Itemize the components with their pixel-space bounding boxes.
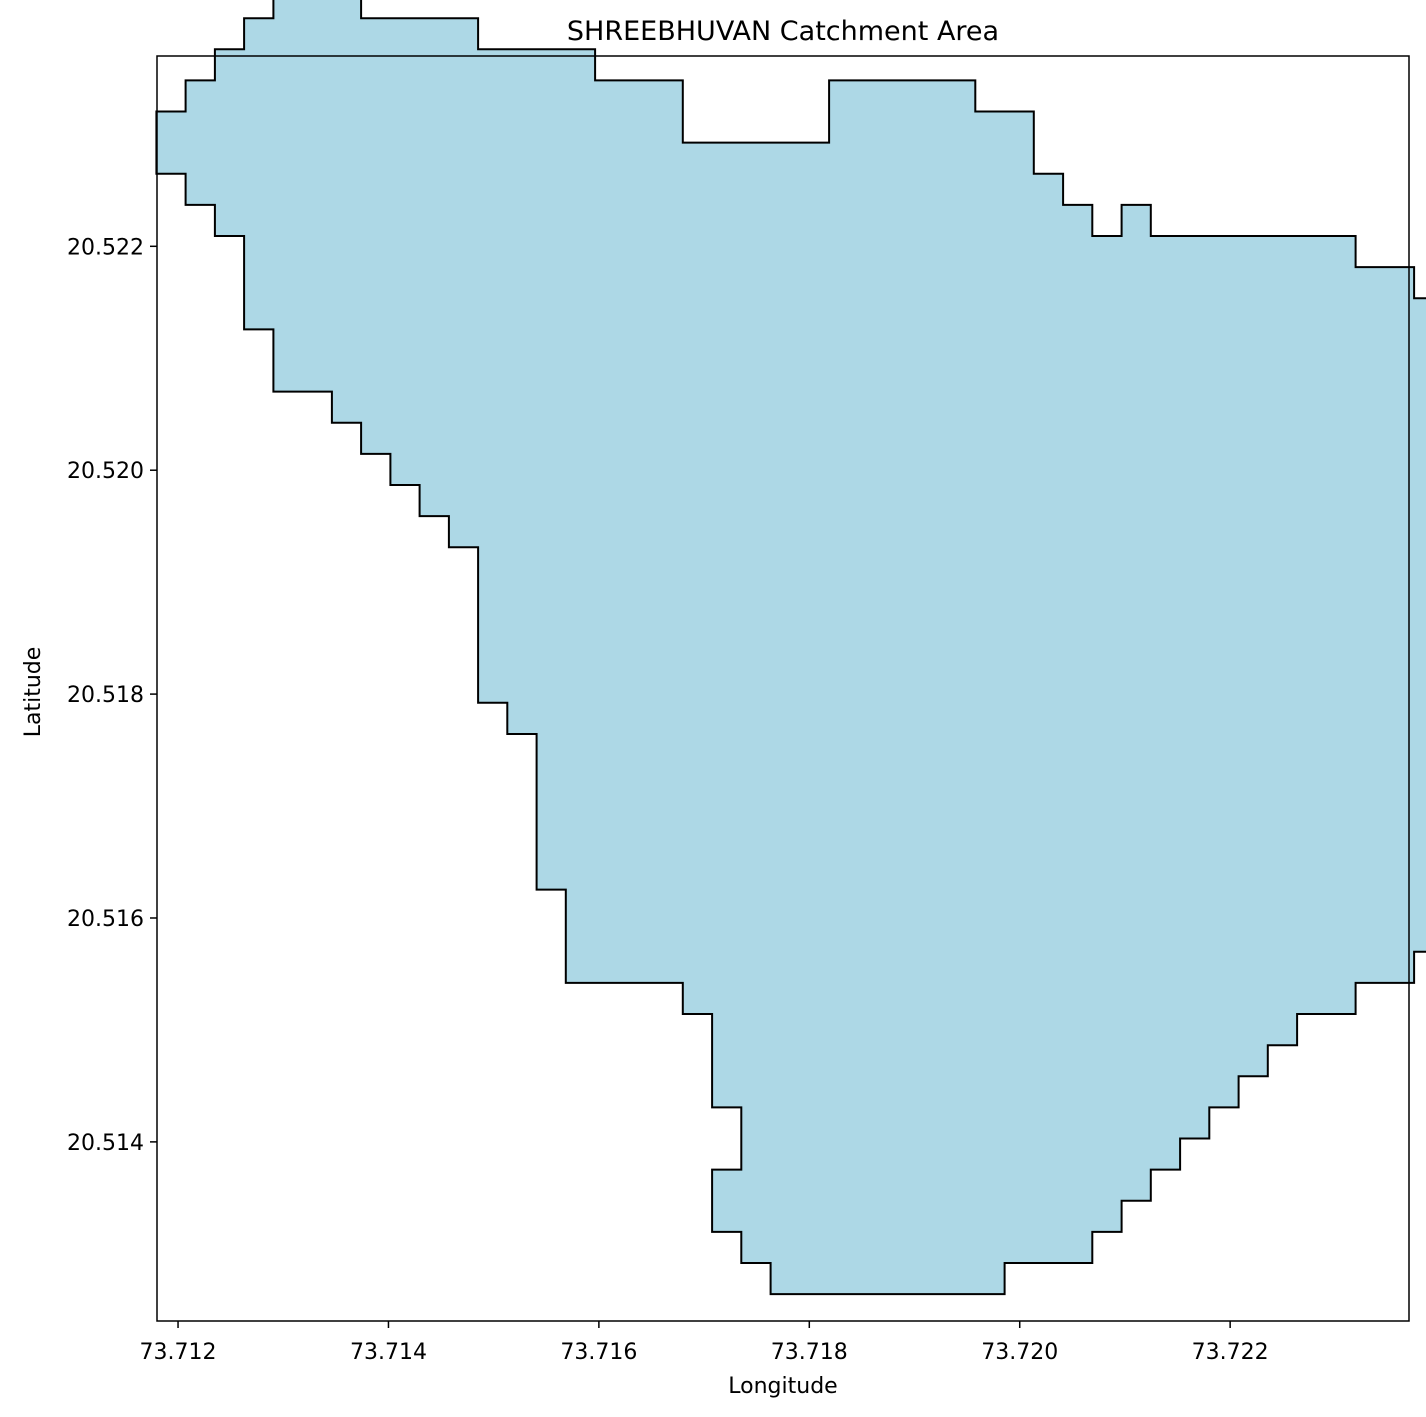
- x-tick-label: 73.716: [560, 1340, 637, 1365]
- x-axis: 73.712 73.714 73.716 73.718 73.720 73.722: [140, 1321, 1269, 1365]
- x-tick-label: 73.720: [981, 1340, 1058, 1365]
- x-tick-label: 73.714: [350, 1340, 427, 1365]
- x-tick-label: 73.722: [1192, 1340, 1269, 1365]
- y-tick-label: 20.520: [67, 459, 144, 484]
- y-axis: 20.514 20.516 20.518 20.520 20.522: [67, 235, 157, 1156]
- x-axis-label: Longitude: [728, 1374, 837, 1399]
- chart-title: SHREEBHUVAN Catchment Area: [567, 16, 999, 47]
- y-axis-label: Latitude: [21, 647, 46, 738]
- plot-area: [155, 0, 1426, 1322]
- axes-frame: [156, 55, 1410, 1322]
- x-tick-label: 73.712: [140, 1340, 217, 1365]
- y-tick-label: 20.518: [67, 683, 144, 708]
- y-tick-label: 20.514: [67, 1131, 144, 1156]
- x-tick-label: 73.718: [771, 1340, 848, 1365]
- y-tick-label: 20.522: [67, 235, 144, 260]
- y-tick-label: 20.516: [67, 907, 144, 932]
- catchment-polygon: [155, 0, 1426, 1296]
